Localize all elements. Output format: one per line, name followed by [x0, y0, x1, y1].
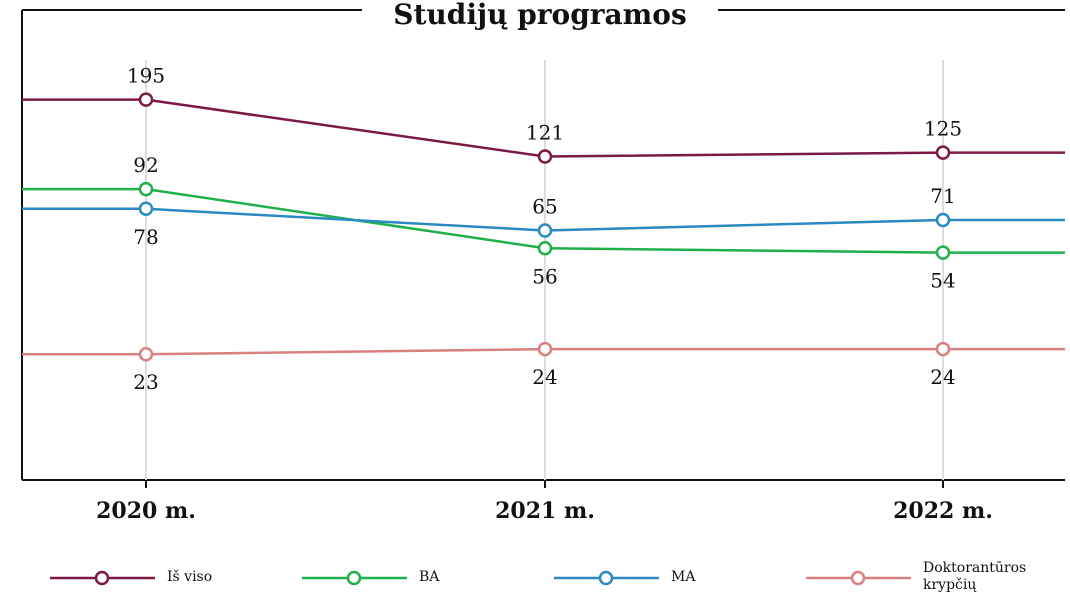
x-tick-label: 2020 m. — [96, 498, 196, 524]
point — [138, 346, 154, 362]
data-label: 54 — [930, 269, 955, 293]
data-label: 23 — [133, 370, 158, 394]
x-tick-label: 2021 m. — [495, 498, 595, 524]
data-label: 65 — [532, 195, 557, 219]
point — [537, 241, 553, 256]
point — [935, 212, 951, 228]
point — [537, 149, 553, 164]
title-bg — [362, 0, 718, 22]
legend-marker — [346, 570, 362, 586]
data-label: 71 — [930, 184, 955, 208]
data-label: 92 — [133, 153, 158, 177]
legend-marker — [598, 570, 614, 586]
data-label: 78 — [133, 225, 158, 249]
point — [935, 341, 951, 357]
data-label: 56 — [532, 264, 557, 288]
data-label: 121 — [526, 120, 564, 144]
grid — [145, 60, 944, 480]
legend-marker — [850, 570, 866, 586]
legend-marker — [94, 570, 110, 586]
data-label: 24 — [930, 365, 955, 389]
data-label: 195 — [127, 64, 165, 88]
data-label: 24 — [532, 365, 557, 389]
legend-label: BA — [419, 568, 440, 585]
point — [138, 201, 154, 217]
data-label: 125 — [924, 117, 962, 141]
legend-label: MA — [671, 568, 696, 585]
point — [537, 223, 553, 238]
legend-label: Doktorantūros krypčių — [923, 560, 1027, 593]
point — [537, 341, 553, 357]
point — [935, 145, 951, 160]
legend-label: Iš viso — [167, 568, 213, 585]
point — [138, 92, 154, 107]
point — [138, 181, 154, 197]
chart-title: Studijų programos — [393, 0, 687, 31]
point — [935, 245, 951, 260]
x-tick-label: 2022 m. — [893, 498, 993, 524]
